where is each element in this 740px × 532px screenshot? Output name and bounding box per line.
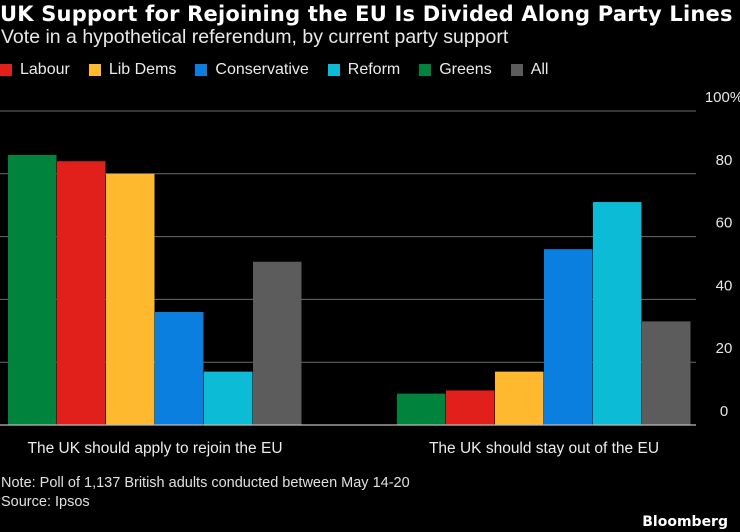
bar-conservative [155,311,204,425]
bar-all [642,321,691,425]
y-tick-label: 100% [705,89,740,106]
y-tick-label: 20 [716,340,733,357]
legend-swatch [0,64,12,76]
chart-subtitle: Vote in a hypothetical referendum, by cu… [1,26,509,48]
legend-item-labour: Labour [0,61,70,79]
legend-swatch [88,64,101,76]
legend-label: Labour [20,61,70,78]
y-tick-label: 80 [716,152,733,169]
legend-label: Conservative [215,61,309,78]
chart-source: Source: Ipsos [1,494,90,510]
x-category-label: The UK should apply to rejoin the EU [27,440,282,457]
chart-title: UK Support for Rejoining the EU Is Divid… [0,2,733,26]
legend-item-reform: Reform [327,61,401,79]
legend-item-all: All [510,61,549,79]
bar-greens [8,154,57,425]
legend-swatch [195,64,208,76]
y-tick-label: 0 [720,403,728,420]
legend-item-greens: Greens [419,61,492,79]
bar-labour [57,161,106,426]
legend-label: Greens [439,61,492,78]
bar-chart: 0 20 40 60 80 100% The UK should apply to rejo… [0,89,740,457]
legend-swatch [419,64,432,76]
bar-lib-dems [106,173,155,425]
bar-reform [204,371,253,425]
legend-item-conservative: Conservative [195,61,309,79]
legend-item-lib-dems: Lib Dems [88,61,177,79]
legend-label: All [530,61,549,78]
bar-labour [446,390,495,425]
chart-note: Note: Poll of 1,137 British adults condu… [1,475,410,491]
x-category-label: The UK should stay out of the EU [429,440,659,457]
bar-greens [397,393,446,425]
bar-all [253,261,302,425]
chart-legend: Labour Lib Dems Conservative Reform Greens Al… [0,60,567,80]
legend-label: Reform [347,61,401,78]
bar-reform [593,202,642,425]
bloomberg-logo: Bloomberg [642,514,728,530]
bar-conservative [544,249,593,425]
y-tick-label: 60 [716,215,733,232]
legend-label: Lib Dems [108,61,177,78]
bar-lib-dems [495,371,544,425]
y-tick-label: 40 [716,277,733,294]
legend-swatch [327,64,340,76]
legend-swatch [510,64,523,76]
